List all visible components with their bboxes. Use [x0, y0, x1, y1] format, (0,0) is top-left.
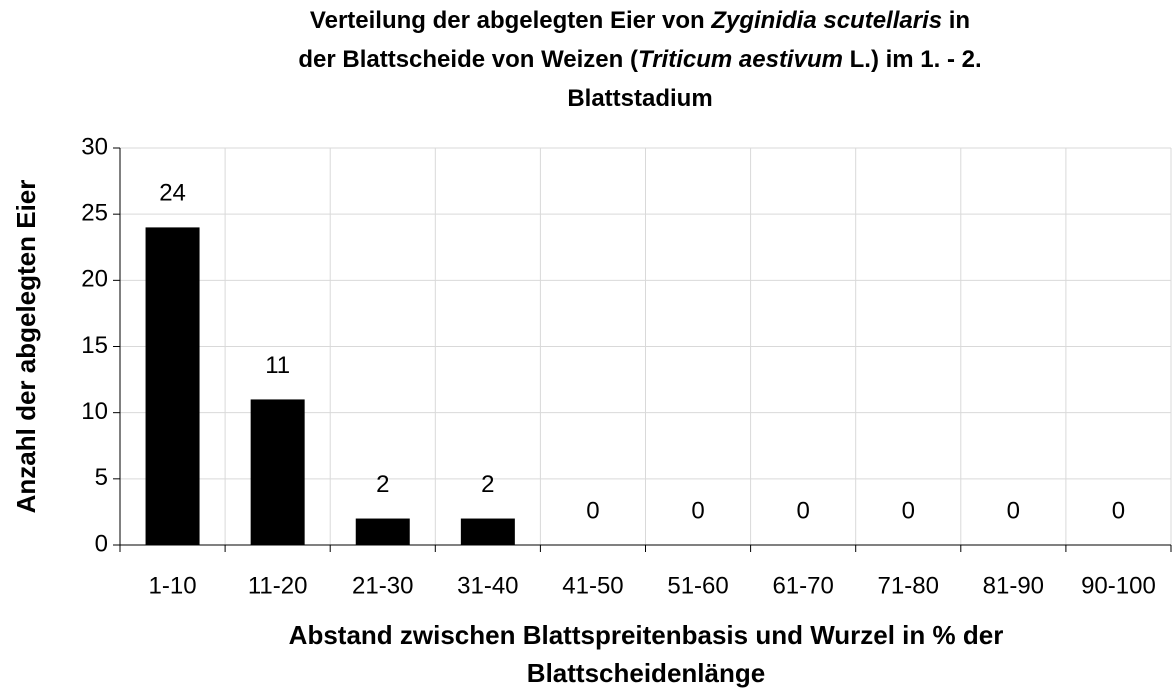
x-tick-label: 31-40 [457, 572, 518, 599]
title-part: L.) im 1. - 2. [843, 46, 982, 73]
x-axis-label: Abstand zwischen Blattspreitenbasis und … [289, 620, 1004, 650]
x-axis-label: Blattscheidenlänge [527, 658, 765, 688]
x-tick-label: 90-100 [1081, 572, 1156, 599]
data-label: 0 [586, 497, 599, 524]
title-part: in [942, 7, 970, 34]
y-tick-label: 25 [81, 200, 108, 227]
x-tick-label: 51-60 [667, 572, 728, 599]
y-tick-label: 20 [81, 266, 108, 293]
x-tick-label: 81-90 [983, 572, 1044, 599]
data-label: 0 [902, 497, 915, 524]
y-tick-label: 30 [81, 133, 108, 160]
x-tick-label: 1-10 [149, 572, 197, 599]
data-label: 0 [796, 497, 809, 524]
chart-title: Verteilung der abgelegten Eier von Zygin… [310, 7, 970, 34]
data-label: 2 [481, 471, 494, 498]
title-part: Zyginidia scutellaris [710, 7, 942, 34]
x-tick-label: 11-20 [248, 572, 308, 599]
y-tick-label: 10 [81, 398, 108, 425]
data-label: 2 [376, 471, 389, 498]
y-axis-label: Anzahl der abgelegten Eier [11, 180, 41, 514]
title-part: Triticum aestivum [638, 46, 843, 73]
y-tick-label: 0 [95, 530, 108, 557]
chart-title: Blattstadium [567, 85, 712, 112]
data-label: 0 [1112, 497, 1125, 524]
x-tick-label: 41-50 [562, 572, 623, 599]
x-tick-label: 61-70 [772, 572, 833, 599]
bar [460, 518, 515, 545]
data-label: 0 [1007, 497, 1020, 524]
bar [355, 518, 410, 545]
bar [145, 227, 200, 545]
data-label: 11 [265, 352, 290, 379]
y-tick-label: 15 [81, 332, 108, 359]
x-tick-label: 71-80 [878, 572, 939, 599]
title-part: der Blattscheide von Weizen ( [298, 46, 638, 73]
title-part: Verteilung der abgelegten Eier von [310, 7, 711, 34]
bar [250, 399, 305, 545]
x-tick-label: 21-30 [352, 572, 413, 599]
chart-title: der Blattscheide von Weizen (Triticum ae… [298, 46, 981, 73]
data-label: 0 [691, 497, 704, 524]
data-label: 24 [159, 180, 186, 207]
y-tick-label: 5 [95, 464, 108, 491]
title-part: Blattstadium [567, 85, 712, 112]
